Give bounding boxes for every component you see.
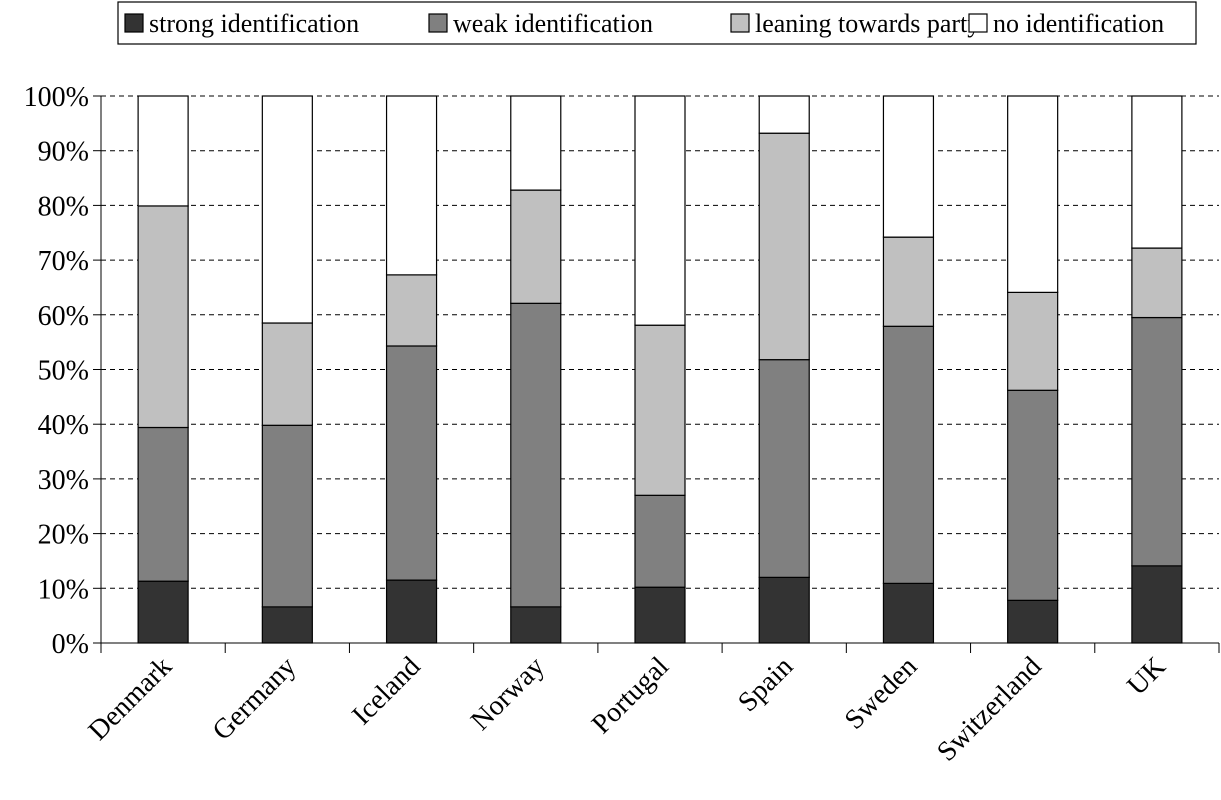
legend: strong identification weak identification… [117, 1, 1197, 45]
x-category-label: Portugal [586, 651, 675, 740]
bar-segment-uk-4 [1131, 95, 1183, 249]
legend-swatch [730, 13, 750, 33]
bar-segment-germany-4 [261, 95, 313, 324]
bar-segment-norway-2 [510, 302, 562, 608]
y-tick-label: 20% [38, 520, 89, 551]
legend-label: leaning towards party [755, 9, 980, 38]
bar-segment-iceland-1 [385, 579, 438, 644]
x-category-label: UK [1121, 651, 1172, 702]
legend-label: strong identification [149, 9, 359, 38]
bar-segment-norway-1 [510, 606, 562, 644]
bar-segment-sweden-4 [882, 95, 935, 238]
bar-segment-norway-3 [510, 189, 562, 304]
bar-segment-spain-2 [758, 359, 810, 578]
bar-segment-portugal-1 [634, 586, 686, 644]
bars [137, 95, 1183, 644]
y-tick-label: 40% [38, 410, 89, 441]
bar-segment-uk-2 [1131, 316, 1183, 567]
x-category-label: Norway [465, 651, 551, 737]
y-tick-label: 90% [38, 137, 89, 168]
x-category-label: Switzerland [931, 651, 1047, 767]
bar-segment-denmark-2 [137, 426, 189, 582]
legend-label: no identification [993, 9, 1164, 38]
legend-label: weak identification [453, 9, 653, 38]
bar-segment-switzerland-3 [1007, 291, 1059, 391]
bar-segment-portugal-2 [634, 494, 686, 588]
y-tick-label: 60% [38, 301, 89, 332]
x-category-label: Iceland [346, 651, 426, 731]
bar-segment-spain-4 [758, 95, 810, 134]
legend-swatch [428, 13, 448, 33]
legend-box [117, 1, 1197, 45]
bar-segment-denmark-1 [137, 580, 189, 644]
bar-segment-portugal-3 [634, 324, 686, 496]
x-category-label: Spain [732, 651, 799, 718]
x-axis: Denmark Germany Iceland Norway Portugal Spain… [82, 642, 1220, 768]
legend-swatch [968, 13, 988, 33]
y-tick-label: 0% [52, 629, 89, 660]
bar-segment-spain-1 [758, 576, 810, 644]
bar-segment-portugal-4 [634, 95, 686, 326]
x-category-label: Denmark [82, 651, 178, 747]
bar-segment-germany-2 [261, 424, 313, 608]
y-tick-label: 30% [38, 465, 89, 496]
bar-segment-switzerland-1 [1007, 599, 1059, 644]
bar-segment-uk-1 [1131, 565, 1183, 644]
bar-segment-sweden-3 [882, 236, 935, 327]
bar-segment-sweden-1 [882, 582, 935, 644]
bar-segment-sweden-2 [882, 325, 935, 584]
bar-segment-uk-3 [1131, 247, 1183, 319]
bar-segment-denmark-3 [137, 205, 189, 429]
y-axis: 0% 10% 20% 30% 40% 50% 60% 70% 80% 90% 100% [24, 82, 102, 660]
x-category-label: Germany [207, 651, 303, 747]
legend-swatch [124, 13, 144, 33]
x-category-label: Sweden [839, 651, 924, 736]
y-tick-label: 80% [38, 191, 89, 222]
y-tick-label: 10% [38, 574, 89, 605]
y-tick-label: 50% [38, 356, 89, 387]
y-tick-label: 100% [24, 82, 89, 113]
bar-segment-spain-3 [758, 132, 810, 361]
bar-segment-iceland-3 [385, 274, 438, 347]
y-tick-label: 70% [38, 246, 89, 277]
bar-segment-switzerland-4 [1007, 95, 1059, 293]
bar-segment-iceland-2 [385, 345, 438, 581]
bar-segment-germany-1 [261, 606, 313, 644]
bar-segment-iceland-4 [385, 95, 438, 276]
bar-segment-denmark-4 [137, 95, 189, 207]
bar-segment-norway-4 [510, 95, 562, 191]
bar-segment-germany-3 [261, 322, 313, 426]
bar-segment-switzerland-2 [1007, 389, 1059, 601]
